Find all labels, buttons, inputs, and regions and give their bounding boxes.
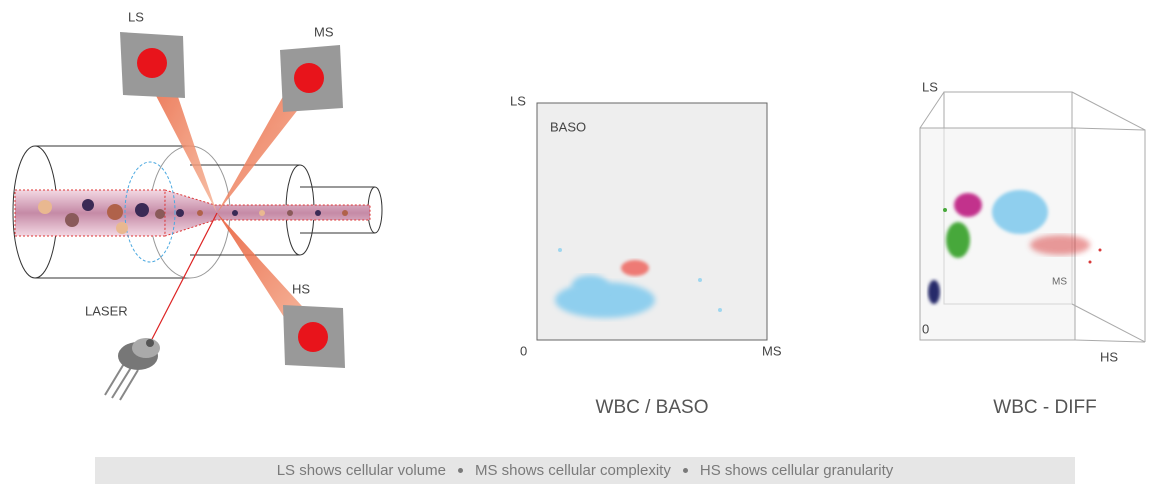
origin-label: 0 (922, 321, 929, 336)
y-axis-label: LS (922, 79, 938, 94)
baso-plot (537, 103, 767, 340)
footer-item: MS shows cellular complexity (475, 462, 671, 479)
illustration: LS MS HS LASER LS BASO 0 MS WBC / BASO L… (0, 0, 1169, 457)
y-axis-label: LS (510, 93, 526, 108)
laser-label: LASER (85, 303, 128, 318)
footer-item: HS shows cellular granularity (700, 462, 893, 479)
detector-label: MS (314, 24, 334, 39)
origin-label: 0 (520, 343, 527, 358)
z-axis-label: MS (1052, 277, 1067, 288)
detector-label: LS (128, 9, 144, 24)
separator (683, 468, 688, 473)
page: LS MS HS LASER LS BASO 0 MS WBC / BASO L… (0, 0, 1169, 484)
caption: WBC / BASO (596, 397, 709, 418)
laser-device (105, 338, 160, 400)
footer: LS shows cellular volume MS shows cellul… (95, 457, 1075, 484)
detector-label: HS (292, 281, 310, 296)
footer-item: LS shows cellular volume (277, 462, 446, 479)
caption: WBC - DIFF (993, 397, 1096, 418)
x-axis-label: HS (1100, 349, 1118, 364)
region-label: BASO (550, 119, 586, 134)
separator (458, 468, 463, 473)
x-axis-label: MS (762, 343, 782, 358)
